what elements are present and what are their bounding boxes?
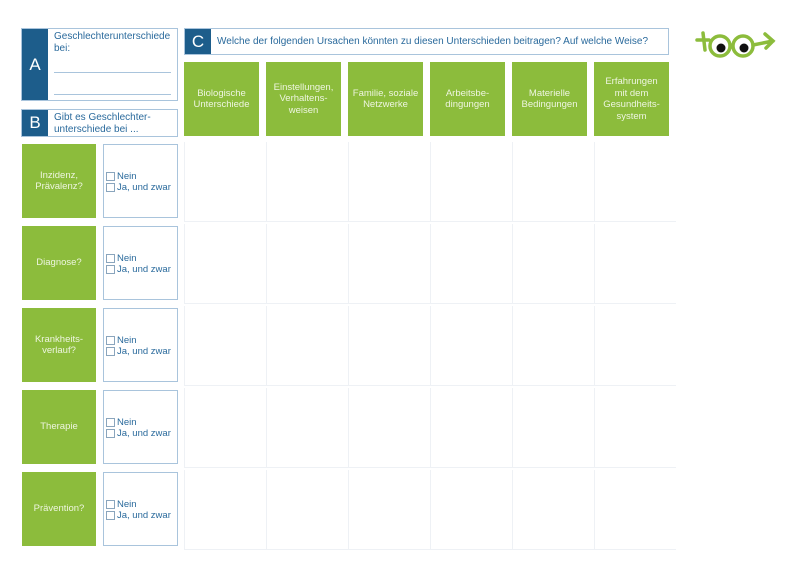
checkbox-icon[interactable] bbox=[106, 336, 115, 345]
answer-cell[interactable] bbox=[594, 142, 676, 222]
answer-line[interactable] bbox=[54, 94, 171, 95]
answer-checkbox-group: Nein Ja, und zwar bbox=[103, 144, 178, 218]
answer-cell[interactable] bbox=[266, 388, 348, 468]
row-label: Diagnose? bbox=[22, 226, 96, 300]
checkbox-yes[interactable]: Ja, und zwar bbox=[106, 428, 171, 439]
section-c-letter: C bbox=[185, 29, 211, 54]
checkbox-no[interactable]: Nein bbox=[106, 417, 137, 428]
checkbox-icon[interactable] bbox=[106, 183, 115, 192]
answer-line[interactable] bbox=[54, 72, 171, 73]
checkbox-label: Nein bbox=[117, 253, 137, 264]
checkbox-icon[interactable] bbox=[106, 172, 115, 181]
answer-checkbox-group: Nein Ja, und zwar bbox=[103, 472, 178, 546]
answer-cell[interactable] bbox=[512, 470, 594, 550]
answer-cell[interactable] bbox=[184, 470, 266, 550]
section-b-title: Gibt es Geschlechter-unterschiede bei ..… bbox=[54, 112, 151, 135]
answer-cell[interactable] bbox=[512, 142, 594, 222]
answer-cell[interactable] bbox=[348, 470, 430, 550]
row-label: Inzidenz, Prävalenz? bbox=[22, 144, 96, 218]
answer-cell[interactable] bbox=[348, 224, 430, 304]
checkbox-yes[interactable]: Ja, und zwar bbox=[106, 510, 171, 521]
checkbox-icon[interactable] bbox=[106, 418, 115, 427]
answer-checkbox-group: Nein Ja, und zwar bbox=[103, 226, 178, 300]
section-c-title: Welche der folgenden Ursachen könnten zu… bbox=[217, 36, 649, 47]
answer-cell[interactable] bbox=[512, 306, 594, 386]
answer-cell[interactable] bbox=[594, 388, 676, 468]
column-header: Familie, soziale Netzwerke bbox=[348, 62, 423, 136]
checkbox-label: Ja, und zwar bbox=[117, 264, 171, 275]
checkbox-yes[interactable]: Ja, und zwar bbox=[106, 346, 171, 357]
answer-cell[interactable] bbox=[266, 142, 348, 222]
checkbox-label: Ja, und zwar bbox=[117, 182, 171, 193]
checkbox-icon[interactable] bbox=[106, 347, 115, 356]
row-label: Therapie bbox=[22, 390, 96, 464]
answer-cell[interactable] bbox=[184, 224, 266, 304]
answer-cell[interactable] bbox=[184, 388, 266, 468]
checkbox-no[interactable]: Nein bbox=[106, 335, 137, 346]
column-header: Biologische Unterschiede bbox=[184, 62, 259, 136]
row-label: Prävention? bbox=[22, 472, 96, 546]
answer-cell[interactable] bbox=[430, 470, 512, 550]
checkbox-icon[interactable] bbox=[106, 500, 115, 509]
checkbox-label: Ja, und zwar bbox=[117, 510, 171, 521]
checkbox-no[interactable]: Nein bbox=[106, 171, 137, 182]
column-header: Einstellungen, Verhaltens-weisen bbox=[266, 62, 341, 136]
checkbox-icon[interactable] bbox=[106, 511, 115, 520]
answer-cell[interactable] bbox=[184, 142, 266, 222]
answer-cell[interactable] bbox=[348, 142, 430, 222]
checkbox-label: Nein bbox=[117, 335, 137, 346]
checkbox-label: Nein bbox=[117, 417, 137, 428]
column-header: Materielle Bedingungen bbox=[512, 62, 587, 136]
column-header: Arbeitsbe-dingungen bbox=[430, 62, 505, 136]
checkbox-no[interactable]: Nein bbox=[106, 253, 137, 264]
section-b-letter: B bbox=[22, 110, 48, 136]
answer-cell[interactable] bbox=[430, 224, 512, 304]
answer-cell[interactable] bbox=[348, 388, 430, 468]
answer-checkbox-group: Nein Ja, und zwar bbox=[103, 308, 178, 382]
checkbox-icon[interactable] bbox=[106, 254, 115, 263]
answer-cell[interactable] bbox=[430, 306, 512, 386]
answer-checkbox-group: Nein Ja, und zwar bbox=[103, 390, 178, 464]
section-b: B Gibt es Geschlechter-unterschiede bei … bbox=[21, 109, 178, 137]
answer-cell[interactable] bbox=[348, 306, 430, 386]
section-a: A Geschlechterunterschiede bei: bbox=[21, 28, 178, 101]
answer-cell[interactable] bbox=[594, 224, 676, 304]
answer-cell[interactable] bbox=[430, 388, 512, 468]
checkbox-label: Nein bbox=[117, 171, 137, 182]
row-label: Krankheits-verlauf? bbox=[22, 308, 96, 382]
checkbox-label: Ja, und zwar bbox=[117, 428, 171, 439]
answer-cell[interactable] bbox=[266, 224, 348, 304]
answer-cell[interactable] bbox=[184, 306, 266, 386]
column-header: Erfahrungen mit dem Gesundheits-system bbox=[594, 62, 669, 136]
answer-cell[interactable] bbox=[512, 224, 594, 304]
checkbox-no[interactable]: Nein bbox=[106, 499, 137, 510]
answer-cell[interactable] bbox=[594, 306, 676, 386]
answer-cell[interactable] bbox=[266, 470, 348, 550]
section-a-title: Geschlechterunterschiede bei: bbox=[54, 31, 171, 54]
section-c: C Welche der folgenden Ursachen könnten … bbox=[184, 28, 669, 55]
section-a-letter: A bbox=[22, 29, 48, 100]
checkbox-yes[interactable]: Ja, und zwar bbox=[106, 182, 171, 193]
answer-cell[interactable] bbox=[512, 388, 594, 468]
checkbox-yes[interactable]: Ja, und zwar bbox=[106, 264, 171, 275]
checkbox-icon[interactable] bbox=[106, 265, 115, 274]
eyes-logo-icon bbox=[695, 31, 776, 58]
answer-cell[interactable] bbox=[594, 470, 676, 550]
checkbox-icon[interactable] bbox=[106, 429, 115, 438]
answer-cell[interactable] bbox=[430, 142, 512, 222]
answer-cell[interactable] bbox=[266, 306, 348, 386]
checkbox-label: Nein bbox=[117, 499, 137, 510]
checkbox-label: Ja, und zwar bbox=[117, 346, 171, 357]
